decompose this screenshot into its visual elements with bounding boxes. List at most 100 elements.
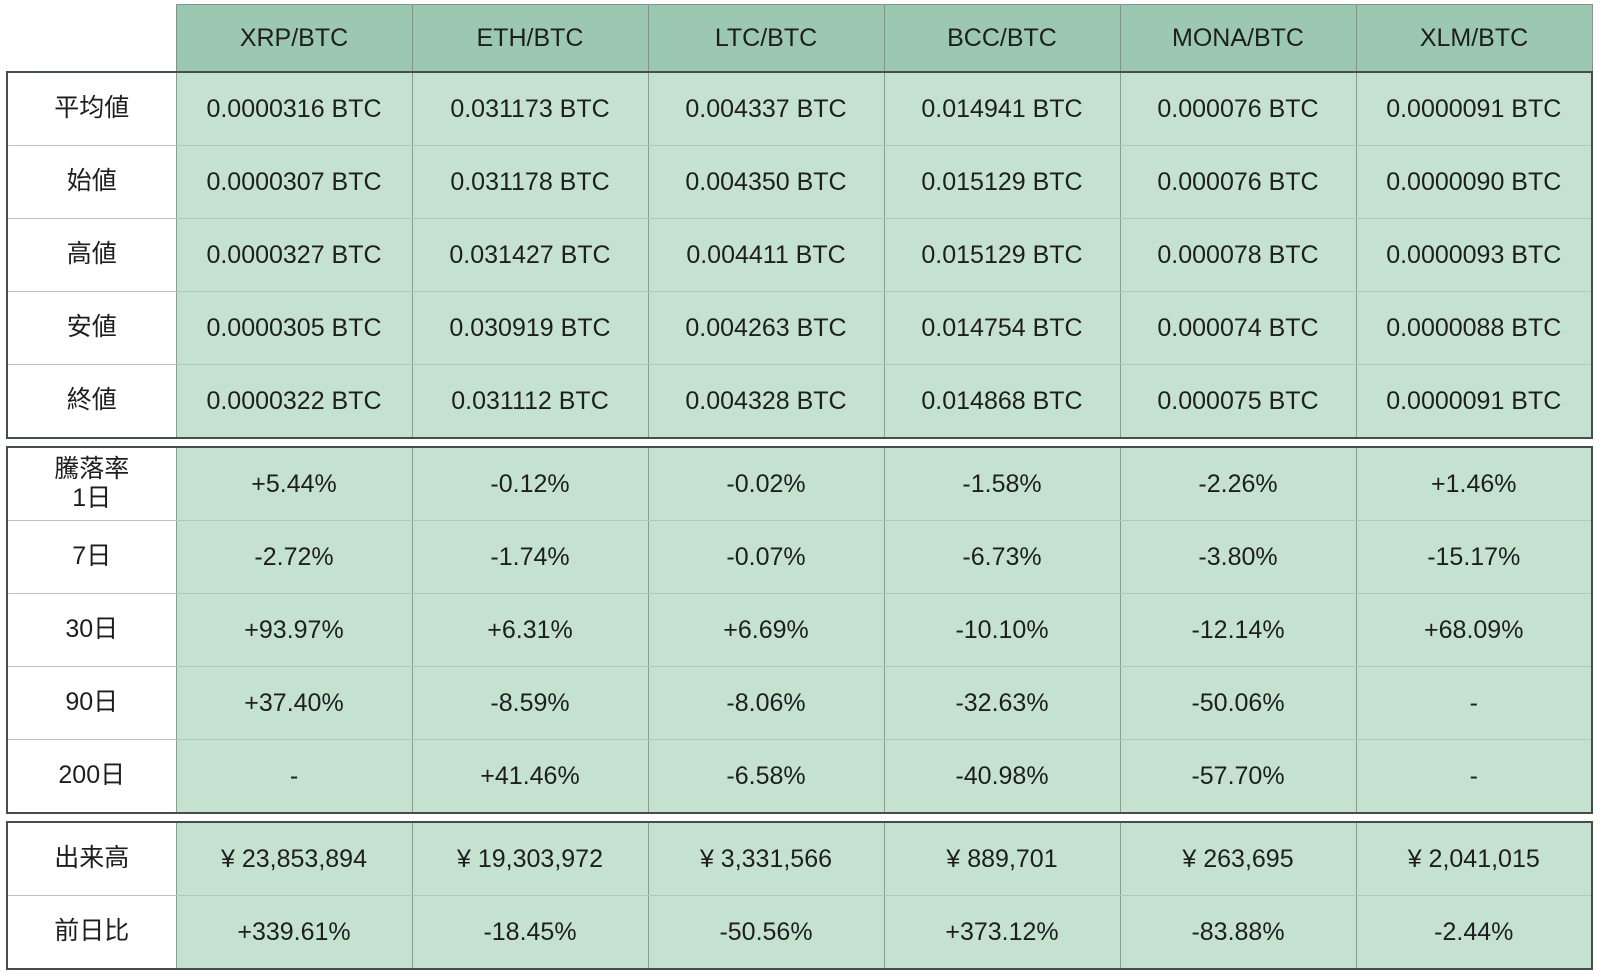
- value-cell: 0.014941 BTC: [883, 71, 1121, 146]
- value-cell: -8.06%: [647, 666, 885, 740]
- column-header: XLM/BTC: [1355, 4, 1593, 73]
- value-cell: 0.014754 BTC: [883, 291, 1121, 365]
- row-label: 平均値: [6, 71, 177, 146]
- value-cell: 0.015129 BTC: [883, 145, 1121, 219]
- table-row: 30日 +93.97% +6.31% +6.69% -10.10% -12.14% +68.…: [6, 593, 1593, 667]
- price-rows: 平均値 0.0000316 BTC 0.031173 BTC 0.004337 BTC…: [6, 71, 1593, 439]
- value-cell: -8.59%: [411, 666, 649, 740]
- value-cell: 0.004328 BTC: [647, 364, 885, 439]
- value-cell: -6.73%: [883, 520, 1121, 594]
- value-cell: -57.70%: [1119, 739, 1357, 814]
- value-cell: +5.44%: [175, 446, 413, 521]
- table-row: 高値 0.0000327 BTC 0.031427 BTC 0.004411 BTC 0…: [6, 218, 1593, 292]
- row-label: 30日: [6, 593, 177, 667]
- value-cell: 0.0000088 BTC: [1355, 291, 1593, 365]
- value-cell: -10.10%: [883, 593, 1121, 667]
- header-row: XRP/BTC ETH/BTC LTC/BTC BCC/BTC MONA/BTC XLM/…: [7, 4, 1593, 73]
- column-header: XRP/BTC: [175, 4, 413, 73]
- value-cell: -6.58%: [647, 739, 885, 814]
- value-cell: 0.0000307 BTC: [175, 145, 413, 219]
- value-cell: -50.56%: [647, 895, 885, 970]
- value-cell: 0.004337 BTC: [647, 71, 885, 146]
- value-cell: -12.14%: [1119, 593, 1357, 667]
- value-cell: -0.07%: [647, 520, 885, 594]
- value-cell: 0.0000305 BTC: [175, 291, 413, 365]
- value-cell: -32.63%: [883, 666, 1121, 740]
- column-header: BCC/BTC: [883, 4, 1121, 73]
- value-cell: -1.74%: [411, 520, 649, 594]
- column-header: ETH/BTC: [411, 4, 649, 73]
- value-cell: -83.88%: [1119, 895, 1357, 970]
- value-cell: -1.58%: [883, 446, 1121, 521]
- table-row: 200日 - +41.46% -6.58% -40.98% -57.70% -: [6, 739, 1593, 814]
- value-cell: -: [175, 739, 413, 814]
- row-label: 7日: [6, 520, 177, 594]
- volume-table: 出来高 ¥ 23,853,894 ¥ 19,303,972 ¥ 3,331,566 ¥ …: [6, 821, 1593, 970]
- row-label: 前日比: [6, 895, 177, 970]
- price-stats-table: XRP/BTC ETH/BTC LTC/BTC BCC/BTC MONA/BTC XLM/…: [6, 4, 1593, 439]
- value-cell: ¥ 2,041,015: [1355, 821, 1593, 896]
- value-cell: 0.031173 BTC: [411, 71, 649, 146]
- row-label: 終値: [6, 364, 177, 439]
- table-row: 始値 0.0000307 BTC 0.031178 BTC 0.004350 BTC 0…: [6, 145, 1593, 219]
- value-cell: 0.0000316 BTC: [175, 71, 413, 146]
- value-cell: 0.0000090 BTC: [1355, 145, 1593, 219]
- value-cell: 0.015129 BTC: [883, 218, 1121, 292]
- column-header: LTC/BTC: [647, 4, 885, 73]
- value-cell: -: [1355, 739, 1593, 814]
- value-cell: ¥ 889,701: [883, 821, 1121, 896]
- value-cell: +68.09%: [1355, 593, 1593, 667]
- value-cell: 0.000076 BTC: [1119, 145, 1357, 219]
- value-cell: +6.31%: [411, 593, 649, 667]
- value-cell: +6.69%: [647, 593, 885, 667]
- value-cell: 0.031112 BTC: [411, 364, 649, 439]
- header-blank-cell: [7, 4, 176, 72]
- row-label: 200日: [6, 739, 177, 814]
- table-row: 安値 0.0000305 BTC 0.030919 BTC 0.004263 BTC 0…: [6, 291, 1593, 365]
- value-cell: -0.02%: [647, 446, 885, 521]
- table-row: 騰落率 1日 +5.44% -0.12% -0.02% -1.58% -2.26% +1.4…: [6, 446, 1593, 521]
- value-cell: +93.97%: [175, 593, 413, 667]
- value-cell: 0.031178 BTC: [411, 145, 649, 219]
- value-cell: ¥ 19,303,972: [411, 821, 649, 896]
- value-cell: 0.000076 BTC: [1119, 71, 1357, 146]
- value-cell: 0.030919 BTC: [411, 291, 649, 365]
- value-cell: -50.06%: [1119, 666, 1357, 740]
- change-rate-table: 騰落率 1日 +5.44% -0.12% -0.02% -1.58% -2.26% +1.4…: [6, 446, 1593, 814]
- value-cell: -3.80%: [1119, 520, 1357, 594]
- table-header: XRP/BTC ETH/BTC LTC/BTC BCC/BTC MONA/BTC XLM/…: [7, 4, 1593, 73]
- value-cell: +1.46%: [1355, 446, 1593, 521]
- volume-rows: 出来高 ¥ 23,853,894 ¥ 19,303,972 ¥ 3,331,566 ¥ …: [6, 821, 1593, 970]
- row-label: 安値: [6, 291, 177, 365]
- value-cell: -40.98%: [883, 739, 1121, 814]
- value-cell: 0.0000091 BTC: [1355, 71, 1593, 146]
- value-cell: -15.17%: [1355, 520, 1593, 594]
- value-cell: -: [1355, 666, 1593, 740]
- value-cell: 0.0000093 BTC: [1355, 218, 1593, 292]
- value-cell: 0.0000322 BTC: [175, 364, 413, 439]
- value-cell: -2.26%: [1119, 446, 1357, 521]
- value-cell: ¥ 3,331,566: [647, 821, 885, 896]
- change-rate-rows: 騰落率 1日 +5.44% -0.12% -0.02% -1.58% -2.26% +1.4…: [6, 446, 1593, 814]
- value-cell: -0.12%: [411, 446, 649, 521]
- table-row: 前日比 +339.61% -18.45% -50.56% +373.12% -83.88%…: [6, 895, 1593, 970]
- value-cell: ¥ 23,853,894: [175, 821, 413, 896]
- row-label: 始値: [6, 145, 177, 219]
- value-cell: 0.031427 BTC: [411, 218, 649, 292]
- row-label: 高値: [6, 218, 177, 292]
- table-row: 平均値 0.0000316 BTC 0.031173 BTC 0.004337 BTC…: [6, 71, 1593, 146]
- table-row: 90日 +37.40% -8.59% -8.06% -32.63% -50.06% -: [6, 666, 1593, 740]
- value-cell: 0.0000091 BTC: [1355, 364, 1593, 439]
- value-cell: 0.004411 BTC: [647, 218, 885, 292]
- value-cell: 0.000074 BTC: [1119, 291, 1357, 365]
- value-cell: 0.000078 BTC: [1119, 218, 1357, 292]
- table-row: 終値 0.0000322 BTC 0.031112 BTC 0.004328 BTC 0…: [6, 364, 1593, 439]
- value-cell: 0.0000327 BTC: [175, 218, 413, 292]
- column-header: MONA/BTC: [1119, 4, 1357, 73]
- value-cell: +339.61%: [175, 895, 413, 970]
- value-cell: +373.12%: [883, 895, 1121, 970]
- value-cell: +37.40%: [175, 666, 413, 740]
- value-cell: -2.44%: [1355, 895, 1593, 970]
- row-label: 90日: [6, 666, 177, 740]
- value-cell: 0.014868 BTC: [883, 364, 1121, 439]
